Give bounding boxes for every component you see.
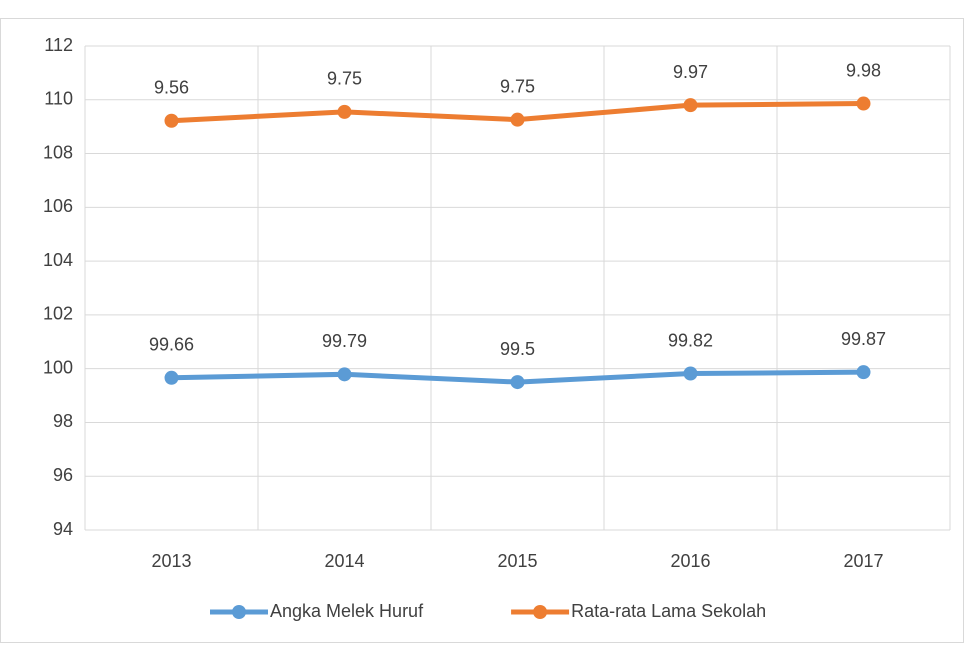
data-label: 99.87	[841, 329, 886, 349]
marker	[164, 370, 179, 385]
legend-label: Angka Melek Huruf	[270, 601, 424, 621]
data-label: 99.5	[500, 339, 535, 359]
y-tick-label: 108	[43, 142, 73, 162]
x-tick-label: 2016	[670, 551, 710, 571]
data-label: 99.66	[149, 335, 194, 355]
marker	[683, 366, 698, 381]
x-tick-label: 2017	[843, 551, 883, 571]
data-label: 9.97	[673, 62, 708, 82]
x-tick-label: 2015	[497, 551, 537, 571]
y-tick-label: 96	[53, 465, 73, 485]
y-tick-label: 100	[43, 357, 73, 377]
data-label: 9.98	[846, 60, 881, 80]
marker	[510, 112, 525, 127]
y-tick-label: 104	[43, 250, 73, 270]
marker	[856, 96, 871, 111]
marker	[856, 365, 871, 380]
x-tick-label: 2014	[324, 551, 364, 571]
y-tick-label: 112	[44, 35, 73, 55]
marker	[337, 104, 352, 119]
data-label: 9.56	[154, 78, 189, 98]
marker	[164, 113, 179, 128]
legend-label: Rata-rata Lama Sekolah	[571, 601, 766, 621]
y-tick-label: 102	[43, 304, 73, 324]
data-label: 99.79	[322, 331, 367, 351]
data-label: 9.75	[327, 69, 362, 89]
legend-marker	[533, 605, 548, 619]
data-label: 99.82	[668, 330, 713, 350]
y-tick-label: 98	[53, 411, 73, 431]
marker	[683, 98, 698, 113]
marker	[510, 375, 525, 390]
data-label: 9.75	[500, 76, 535, 96]
marker	[337, 367, 352, 382]
chart-border	[0, 18, 964, 643]
y-tick-label: 94	[53, 519, 73, 539]
y-tick-label: 106	[43, 196, 73, 216]
legend-marker	[232, 605, 246, 619]
y-tick-label: 110	[44, 89, 73, 109]
x-tick-label: 2013	[151, 551, 191, 571]
